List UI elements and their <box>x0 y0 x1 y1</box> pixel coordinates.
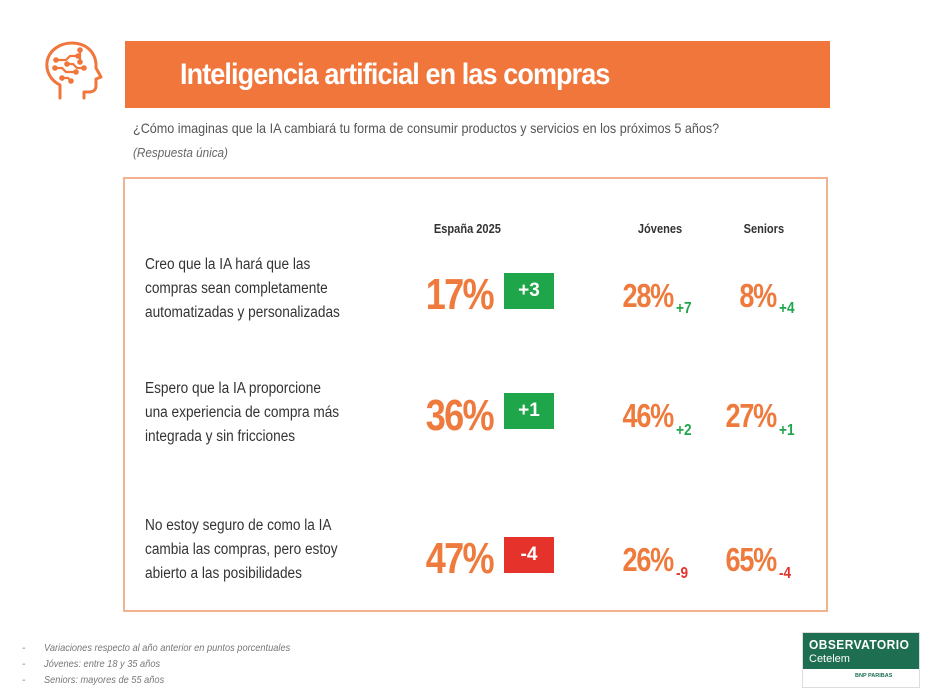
seniors-percent: 8% <box>739 277 777 314</box>
jovenes-percent: 46% <box>622 397 675 434</box>
jovenes-delta: +2 <box>676 422 692 439</box>
seniors-delta: +1 <box>779 422 795 439</box>
espana-delta-badge: +3 <box>504 273 554 309</box>
column-header-jovenes: Jóvenes <box>637 221 683 236</box>
footnote: - Variaciones respecto al año anterior en… <box>22 642 291 654</box>
row-label: Creo que la IA hará que las compras sean… <box>145 256 340 321</box>
seniors-percent: 65% <box>725 541 778 578</box>
logo-name: OBSERVATORIO <box>809 637 910 652</box>
logo-sub: Cetelem <box>809 653 850 665</box>
footnote: - Jóvenes: entre 18 y 35 años <box>22 658 161 670</box>
espana-percent: 36% <box>425 391 495 440</box>
logo-group: BNP PARIBAS <box>855 673 893 679</box>
column-header-seniors: Seniors <box>743 221 785 236</box>
brain-circuit-icon <box>45 41 103 100</box>
observatorio-cetelem-logo: OBSERVATORIO Cetelem BNP PARIBAS <box>802 632 920 688</box>
espana-delta-badge: -4 <box>504 537 554 573</box>
results-panel <box>123 177 828 612</box>
question-note: (Respuesta única) <box>133 145 228 160</box>
title-bar: Inteligencia artificial en las compras <box>125 41 830 108</box>
jovenes-delta: -9 <box>676 565 689 582</box>
jovenes-percent: 26% <box>622 541 675 578</box>
column-header-espana: España 2025 <box>433 221 501 236</box>
page-title: Inteligencia artificial en las compras <box>180 57 610 91</box>
jovenes-delta: +7 <box>676 300 692 317</box>
row-label: Espero que la IA proporcione una experie… <box>145 380 340 445</box>
seniors-delta: +4 <box>779 300 795 317</box>
espana-percent: 47% <box>425 534 495 583</box>
espana-percent: 17% <box>425 270 495 319</box>
question-text: ¿Cómo imaginas que la IA cambiará tu for… <box>133 120 720 136</box>
footnote: - Seniors: mayores de 55 años <box>22 674 165 686</box>
footnotes: - Variaciones respecto al año anterior en… <box>22 640 324 688</box>
row-label: No estoy seguro de como la IA cambia las… <box>145 517 338 582</box>
espana-delta-badge: +1 <box>504 393 554 429</box>
seniors-percent: 27% <box>725 397 778 434</box>
jovenes-percent: 28% <box>622 277 675 314</box>
seniors-delta: -4 <box>779 565 792 582</box>
